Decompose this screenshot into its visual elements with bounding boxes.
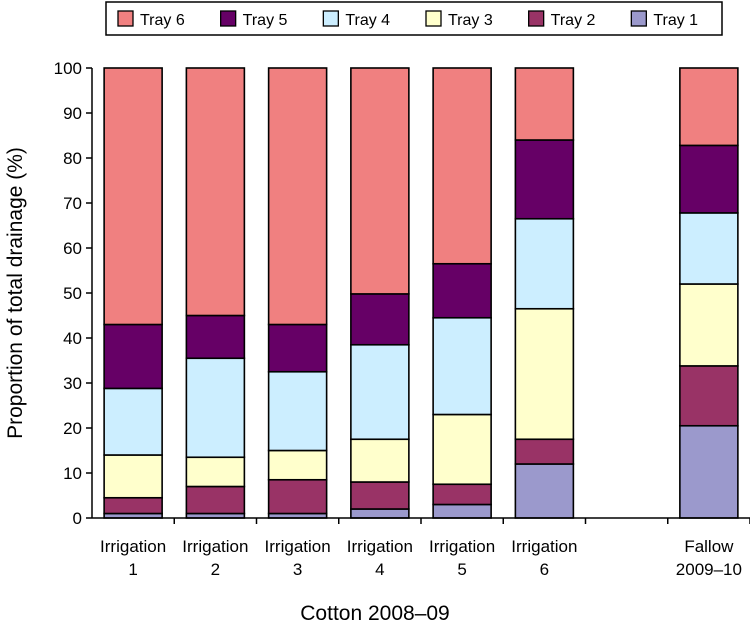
y-tick-label: 50 xyxy=(63,284,82,303)
bar-segment-tray-6 xyxy=(103,67,163,326)
bar-segment-tray-3 xyxy=(185,456,246,488)
bar-segment-tray-1 xyxy=(514,463,575,519)
y-tick-label: 30 xyxy=(63,374,82,393)
y-tick-label: 40 xyxy=(63,329,82,348)
y-axis-title: Proportion of total drainage (%) xyxy=(4,147,27,439)
bar-segment-tray-4 xyxy=(432,316,492,416)
bar-segment-tray-1 xyxy=(350,508,410,519)
bars xyxy=(103,67,739,519)
x-category-labels: Irrigation 1 Irrigation 2 Irrigation 3 Irrigat… xyxy=(100,537,742,579)
bar-segment-tray-2 xyxy=(350,481,410,510)
y-tick-label: 80 xyxy=(63,149,82,168)
legend-swatch-tray-6 xyxy=(117,10,134,27)
bar-segment-tray-6 xyxy=(514,67,575,141)
x-category-label: Irrigation xyxy=(429,537,495,556)
x-axis-title: Cotton 2008–09 xyxy=(300,602,449,625)
bar-segment-tray-5 xyxy=(185,314,246,360)
bar-segment-tray-4 xyxy=(267,370,328,452)
bar-segment-tray-2 xyxy=(514,438,575,465)
bar-segment-tray-5 xyxy=(267,323,328,373)
bar-segment-tray-6 xyxy=(679,67,739,147)
bar-segment-tray-2 xyxy=(103,496,163,515)
bar-segment-tray-1 xyxy=(679,424,739,519)
bar-segment-tray-5 xyxy=(350,293,410,346)
bar-segment-tray-3 xyxy=(679,283,739,367)
bar-segment-tray-3 xyxy=(267,449,328,481)
bar-segment-tray-6 xyxy=(432,67,492,265)
y-tick-label: 0 xyxy=(73,509,82,528)
bar-segment-tray-3 xyxy=(350,438,410,483)
legend-label-tray-6: Tray 6 xyxy=(140,12,185,29)
bar-segment-tray-1 xyxy=(432,503,492,519)
legend-swatch-tray-4 xyxy=(322,10,339,27)
bar-segment-tray-5 xyxy=(103,323,163,390)
legend-box xyxy=(105,1,723,36)
x-category-sublabel: 3 xyxy=(293,560,302,579)
bar-segment-tray-6 xyxy=(350,67,410,295)
bar-segment-tray-4 xyxy=(514,217,575,310)
x-category-label: Fallow xyxy=(684,537,734,556)
legend-label-tray-5: Tray 5 xyxy=(243,12,288,29)
x-category-label: Irrigation xyxy=(265,537,331,556)
bar-segment-tray-2 xyxy=(185,485,246,515)
y-tick-label: 100 xyxy=(54,59,82,78)
y-tick-label: 90 xyxy=(63,104,82,123)
legend: Tray 6 Tray 5 Tray 4 Tray 3 Tray 2 Tray 1 xyxy=(105,1,723,36)
legend-label-tray-4: Tray 4 xyxy=(345,12,390,29)
y-tick-label: 10 xyxy=(63,464,82,483)
axes xyxy=(86,67,750,524)
bar-segment-tray-4 xyxy=(103,387,163,456)
x-category-sublabel: 5 xyxy=(457,560,466,579)
x-category-sublabel: 2009–10 xyxy=(676,560,742,579)
bar-segment-tray-6 xyxy=(267,67,328,326)
bar-segment-tray-3 xyxy=(432,413,492,486)
bar-segment-tray-5 xyxy=(514,139,575,220)
x-category-label: Irrigation xyxy=(347,537,413,556)
bar-segment-tray-2 xyxy=(679,365,739,427)
bar-segment-tray-3 xyxy=(514,307,575,441)
y-tick-label: 60 xyxy=(63,239,82,258)
legend-swatch-tray-3 xyxy=(425,10,442,27)
bar-segment-tray-5 xyxy=(679,144,739,214)
bar-segment-tray-4 xyxy=(185,357,246,459)
legend-label-tray-1: Tray 1 xyxy=(653,12,698,29)
legend-label-tray-2: Tray 2 xyxy=(551,12,596,29)
bar-segment-tray-4 xyxy=(679,212,739,285)
y-tick-label: 70 xyxy=(63,194,82,213)
x-category-sublabel: 2 xyxy=(211,560,220,579)
x-category-sublabel: 6 xyxy=(540,560,549,579)
bar-segment-tray-3 xyxy=(103,454,163,499)
x-category-label: Irrigation xyxy=(100,537,166,556)
bar-segment-tray-5 xyxy=(432,262,492,319)
bar-segment-tray-6 xyxy=(185,67,246,317)
bar-segment-tray-2 xyxy=(432,483,492,506)
x-category-label: Irrigation xyxy=(511,537,577,556)
legend-swatch-tray-5 xyxy=(220,10,237,27)
x-category-sublabel: 4 xyxy=(375,560,384,579)
bar-segment-tray-2 xyxy=(267,478,328,515)
legend-swatch-tray-1 xyxy=(630,10,647,27)
x-category-sublabel: 1 xyxy=(128,560,137,579)
x-category-label: Irrigation xyxy=(182,537,248,556)
legend-swatch-tray-2 xyxy=(528,10,545,27)
y-tick-labels: 0 10 20 30 40 50 60 70 80 90 100 xyxy=(54,59,82,528)
y-tick-label: 20 xyxy=(63,419,82,438)
bar-segment-tray-4 xyxy=(350,343,410,441)
legend-label-tray-3: Tray 3 xyxy=(448,12,493,29)
